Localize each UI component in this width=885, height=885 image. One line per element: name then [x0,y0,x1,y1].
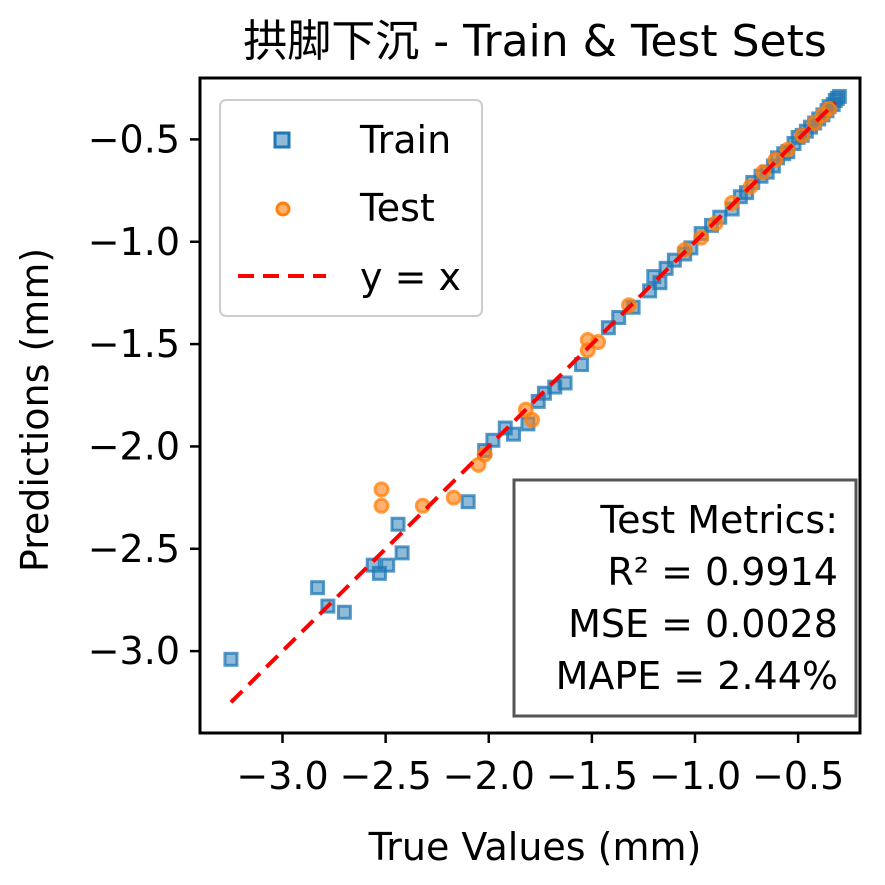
test-point [373,481,390,498]
metrics-r2: R² = 0.9914 [607,550,838,594]
chart-title: 拱脚下沉 - Train & Test Sets [243,16,827,67]
x-axis: −3.0 −2.5 −2.0 −1.5 −1.0 −0.5 [236,733,844,798]
x-tick-label: −1.5 [546,754,638,798]
train-point [574,357,590,373]
metrics-box: Test Metrics: R² = 0.9914 MSE = 0.0028 M… [512,478,858,718]
y-tick-label: −0.5 [88,117,180,161]
train-point [831,88,847,104]
train-point [310,580,326,596]
y-tick-label: −2.5 [88,527,180,571]
x-tick-label: −2.5 [339,754,431,798]
x-tick-label: −1.0 [649,754,741,798]
legend-test-marker [275,201,291,217]
legend-box [219,99,483,317]
plot-frame [198,76,862,735]
y-axis-label: Predictions (mm) [13,248,57,572]
x-tick-label: −3.0 [236,754,328,798]
train-point [460,494,476,510]
test-point [524,411,541,428]
legend-train-label: Train [359,118,451,162]
reference-line-y-equals-x [229,101,837,704]
test-point [445,489,462,506]
metrics-frame [512,478,858,718]
test-point [373,497,390,514]
y-tick-label: −3.0 [88,629,180,673]
x-tick-label: −2.0 [443,754,535,798]
x-axis-label: True Values (mm) [368,825,702,869]
legend: Train Test y = x [219,99,483,317]
metrics-mape: MAPE = 2.44% [556,654,838,698]
train-point [223,651,239,667]
train-point [485,432,501,448]
train-point [390,516,406,532]
x-tick-label: −0.5 [752,754,844,798]
train-point [380,557,396,573]
metrics-heading: Test Metrics: [599,498,838,542]
y-tick-label: −1.0 [88,220,180,264]
y-tick-label: −1.5 [88,322,180,366]
y-axis: −0.5 −1.0 −1.5 −2.0 −2.5 −3.0 [88,117,200,673]
train-point [506,426,521,442]
legend-line-label: y = x [360,255,461,299]
metrics-mse: MSE = 0.0028 [568,602,838,646]
train-point [557,375,573,391]
legend-test-label: Test [359,186,435,230]
legend-train-marker [273,131,291,149]
y-tick-label: −2.0 [88,424,180,468]
train-point [336,604,352,620]
train-point [394,545,410,561]
